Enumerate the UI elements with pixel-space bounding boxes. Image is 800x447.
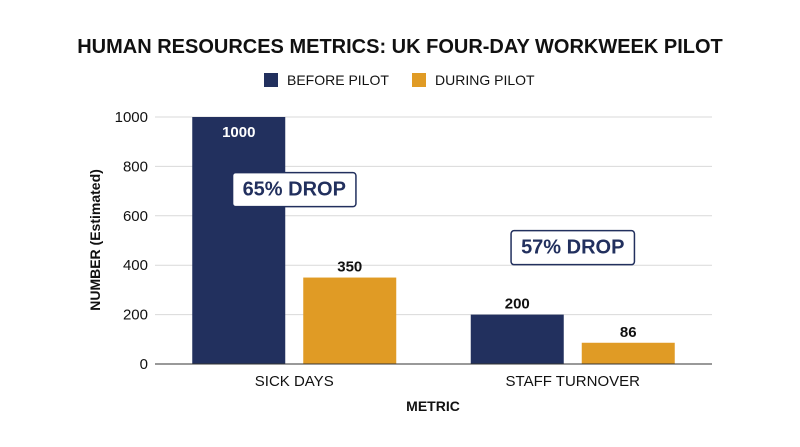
y-axis-ticks: 0 200 400 600 800 1000	[115, 109, 148, 373]
value-labels: 1000 350 200 86	[222, 124, 637, 341]
value-label-before-pilot-staff-turnover: 200	[505, 296, 530, 313]
value-label-during-pilot-sick-days: 350	[337, 259, 362, 276]
legend-swatch-before-pilot	[264, 73, 278, 87]
y-tick-label-200: 200	[123, 307, 148, 324]
y-tick-label-1000: 1000	[115, 109, 148, 126]
legend-swatch-during-pilot	[412, 73, 426, 87]
y-tick-label-600: 600	[123, 208, 148, 225]
x-axis-categories: SICK DAYS STAFF TURNOVER	[255, 373, 640, 390]
bar-before-pilot-staff-turnover	[470, 314, 564, 364]
y-axis-title: NUMBER (Estimated)	[87, 169, 103, 311]
bar-during-pilot-staff-turnover	[581, 342, 675, 364]
annotation-57-drop: 57% DROP	[510, 229, 636, 266]
bar-before-pilot-sick-days	[192, 117, 286, 364]
bar-during-pilot-sick-days	[303, 277, 397, 364]
y-tick-label-0: 0	[140, 356, 148, 373]
annotation-65-drop: 65% DROP	[231, 171, 357, 208]
legend: BEFORE PILOT DURING PILOT	[264, 72, 535, 88]
y-tick-label-800: 800	[123, 158, 148, 175]
annotation-box-57-drop	[510, 229, 636, 266]
x-category-label-sick-days: SICK DAYS	[255, 373, 334, 390]
y-tick-label-400: 400	[123, 257, 148, 274]
chart-title: HUMAN RESOURCES METRICS: UK FOUR-DAY WOR…	[77, 36, 723, 58]
annotation-box-65-drop	[231, 171, 357, 208]
x-axis-title: METRIC	[406, 398, 460, 414]
annotation-text-65-drop: 65% DROP	[243, 179, 346, 201]
legend-label-before-pilot: BEFORE PILOT	[287, 72, 389, 88]
bars	[192, 117, 675, 364]
value-label-during-pilot-staff-turnover: 86	[620, 324, 637, 341]
annotation-text-57-drop: 57% DROP	[521, 237, 624, 259]
x-category-label-staff-turnover: STAFF TURNOVER	[506, 373, 641, 390]
annotations: 65% DROP 57% DROP	[231, 171, 636, 266]
value-label-before-pilot-sick-days: 1000	[222, 124, 255, 141]
legend-label-during-pilot: DURING PILOT	[435, 72, 535, 88]
